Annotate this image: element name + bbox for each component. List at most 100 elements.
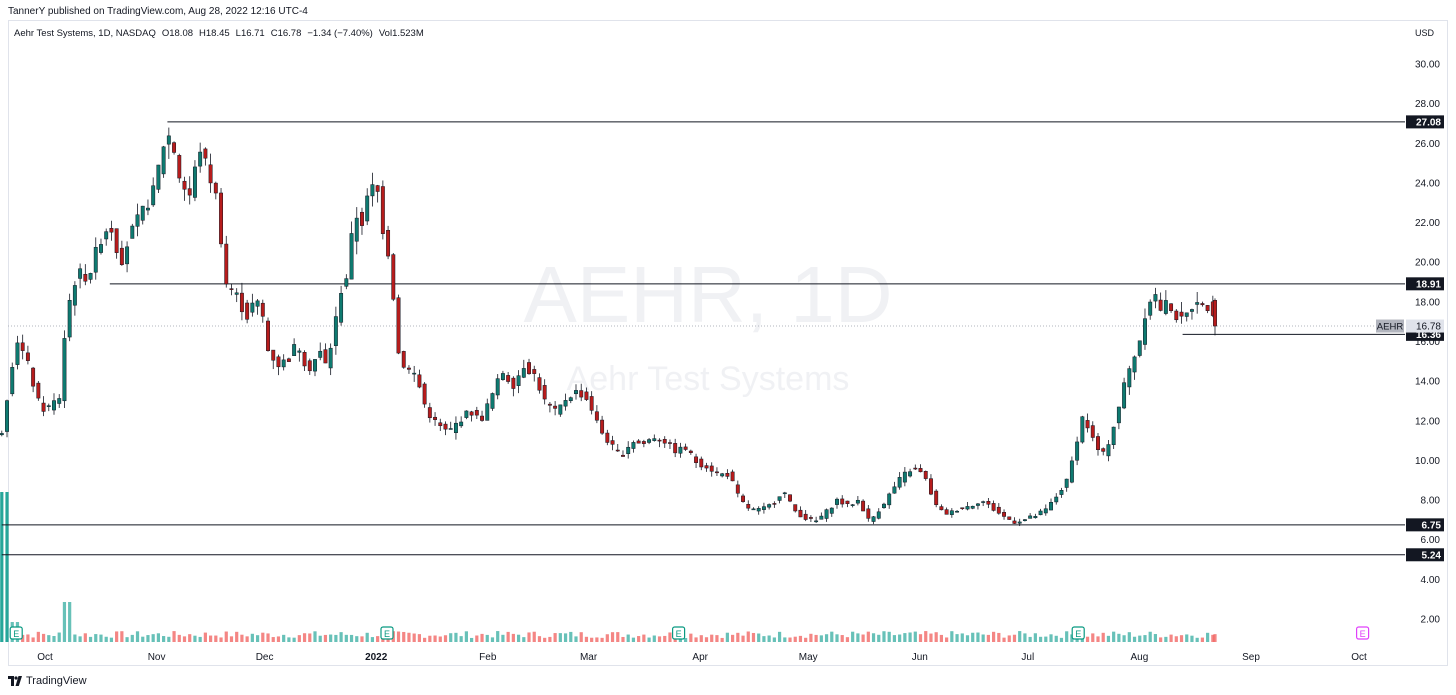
candle-body <box>636 440 641 444</box>
candle-body <box>365 195 370 222</box>
volume-bar <box>417 634 421 642</box>
volume-bar <box>433 635 437 642</box>
candle-body <box>344 278 349 287</box>
candle-body <box>918 468 923 473</box>
candle-body <box>119 247 124 265</box>
volume-bar <box>454 632 458 642</box>
candle-body <box>908 471 913 477</box>
candle-body <box>1038 510 1043 516</box>
level-label: 16.36 <box>1416 330 1441 341</box>
volume-bar <box>496 631 500 642</box>
candle-body <box>114 228 119 253</box>
volume-bar <box>710 634 714 642</box>
candle-body <box>1184 312 1189 317</box>
candle-body <box>474 410 479 416</box>
volume-bar <box>1117 633 1121 642</box>
volume-bar <box>704 637 709 642</box>
volume-bar <box>720 637 724 642</box>
candle-body <box>861 500 866 512</box>
candle-body <box>271 349 276 361</box>
volume-bar <box>736 632 740 642</box>
candle-body <box>234 292 239 295</box>
candle-body <box>850 504 855 506</box>
volume-bar <box>172 631 176 642</box>
candle-body <box>260 302 265 317</box>
candle-body <box>621 454 625 457</box>
candle-body <box>1174 310 1179 321</box>
candle-body <box>615 449 620 452</box>
candle-body <box>192 166 197 198</box>
volume-bar <box>302 633 307 642</box>
volume-bar <box>757 633 761 642</box>
candle-body <box>99 244 103 253</box>
candle-body <box>777 496 782 501</box>
volume-bar <box>313 631 317 642</box>
volume-bar <box>882 631 886 642</box>
volume-bar <box>1190 635 1194 642</box>
volume-bar <box>214 635 218 642</box>
volume-bar <box>99 634 103 642</box>
candle-body <box>88 273 93 280</box>
candle-body <box>151 185 156 206</box>
volume-bar <box>1200 637 1204 642</box>
candle-body <box>866 508 871 519</box>
volume-bar <box>370 637 375 642</box>
candle-body <box>464 410 469 418</box>
volume-bar <box>637 636 641 642</box>
chart-frame <box>8 20 1448 666</box>
footer-brand[interactable]: TradingView <box>26 675 87 687</box>
volume-bar <box>266 633 270 642</box>
volume-bar <box>276 636 281 642</box>
volume-bar <box>824 634 829 642</box>
candle-body <box>939 506 944 511</box>
candle-body <box>380 186 385 234</box>
candle-body <box>198 151 203 167</box>
volume-bar <box>694 637 698 642</box>
volume-bar <box>355 636 359 642</box>
candle-body <box>1080 416 1085 443</box>
volume-bar <box>1206 632 1210 642</box>
volume-bar <box>334 634 338 642</box>
volume-bar <box>626 634 630 642</box>
candle-body <box>1064 478 1069 488</box>
volume-bar <box>287 637 291 642</box>
volume-bar <box>903 633 907 642</box>
candle-body <box>720 473 725 477</box>
candle-body <box>480 415 484 421</box>
candle-body <box>594 411 599 421</box>
legend-symbol[interactable]: Aehr Test Systems, 1D, NASDAQ <box>14 28 156 39</box>
candle-body <box>725 472 730 477</box>
candle-body <box>161 146 166 175</box>
currency-label[interactable]: USD <box>1415 28 1435 38</box>
candle-body <box>422 383 427 405</box>
volume-bar <box>929 633 933 642</box>
candle-body <box>109 228 114 233</box>
volume-bar <box>449 633 453 642</box>
candle-body <box>913 467 918 470</box>
level-badge <box>1406 518 1444 532</box>
candle-body <box>281 359 286 368</box>
volume-bar <box>349 634 354 642</box>
candle-body <box>751 508 756 511</box>
x-tick-label: Dec <box>256 652 274 663</box>
earnings-marker-label: E <box>1360 629 1366 639</box>
volume-bar <box>1148 631 1152 642</box>
volume-bar <box>657 636 662 642</box>
candle-body <box>1069 460 1074 483</box>
volume-bar <box>120 631 124 642</box>
candle-body <box>923 471 928 479</box>
symbol-legend: Aehr Test Systems, 1D, NASDAQ O18.08 H18… <box>14 28 424 39</box>
volume-bar <box>569 631 573 642</box>
volume-bar <box>725 632 729 642</box>
volume-bar <box>47 635 51 642</box>
volume-bar <box>631 637 636 642</box>
candle-body <box>323 349 328 364</box>
candle-body <box>537 377 542 391</box>
volume-bar <box>971 632 975 642</box>
candle-body <box>495 378 500 396</box>
volume-bar <box>229 636 234 642</box>
volume-bar <box>115 631 119 642</box>
candle-body <box>339 293 344 323</box>
candle-body <box>396 297 401 354</box>
